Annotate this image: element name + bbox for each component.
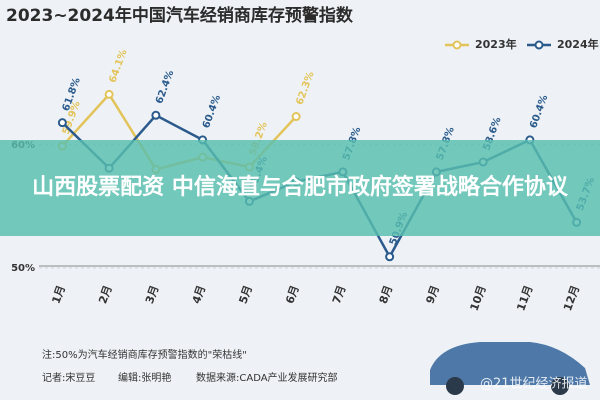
point	[104, 89, 114, 99]
point	[151, 110, 161, 120]
x-tick-label: 7月	[330, 284, 349, 306]
car-wheel	[446, 377, 464, 395]
legend-marker	[452, 40, 462, 50]
car-wheel	[551, 377, 569, 395]
headline-banner: 山西股票配资 中信海直与合肥市政府签署战略合作协议	[0, 140, 600, 236]
x-tick-label: 1月	[49, 284, 68, 306]
legend-label: 2023年	[475, 37, 517, 51]
point	[291, 112, 301, 122]
y-tick-label: 50%	[11, 263, 35, 274]
point	[57, 118, 67, 128]
credit: 数据来源:CADA产业发展研究部	[196, 371, 338, 384]
x-tick-label: 5月	[236, 284, 255, 306]
x-tick-label: 3月	[143, 284, 162, 306]
x-tick-label: 9月	[423, 284, 442, 306]
point	[385, 252, 395, 262]
watermark: @21世纪经济报道	[480, 377, 588, 392]
legend-label: 2024年	[557, 37, 599, 51]
car-icon	[430, 342, 590, 385]
x-tick-label: 4月	[190, 284, 209, 306]
x-tick-label: 8月	[377, 284, 396, 306]
x-tick-label: 6月	[283, 284, 302, 306]
chart-title: 2023~2024年中国汽车经销商库存预警指数	[6, 5, 354, 26]
note: 注:50%为汽车经销商库存预警指数的"荣枯线"	[42, 348, 247, 361]
legend-marker	[534, 40, 544, 50]
x-tick-label: 2月	[96, 284, 115, 306]
credit: 编辑:张明艳	[118, 371, 171, 384]
credit: 记者:宋豆豆	[42, 371, 95, 384]
